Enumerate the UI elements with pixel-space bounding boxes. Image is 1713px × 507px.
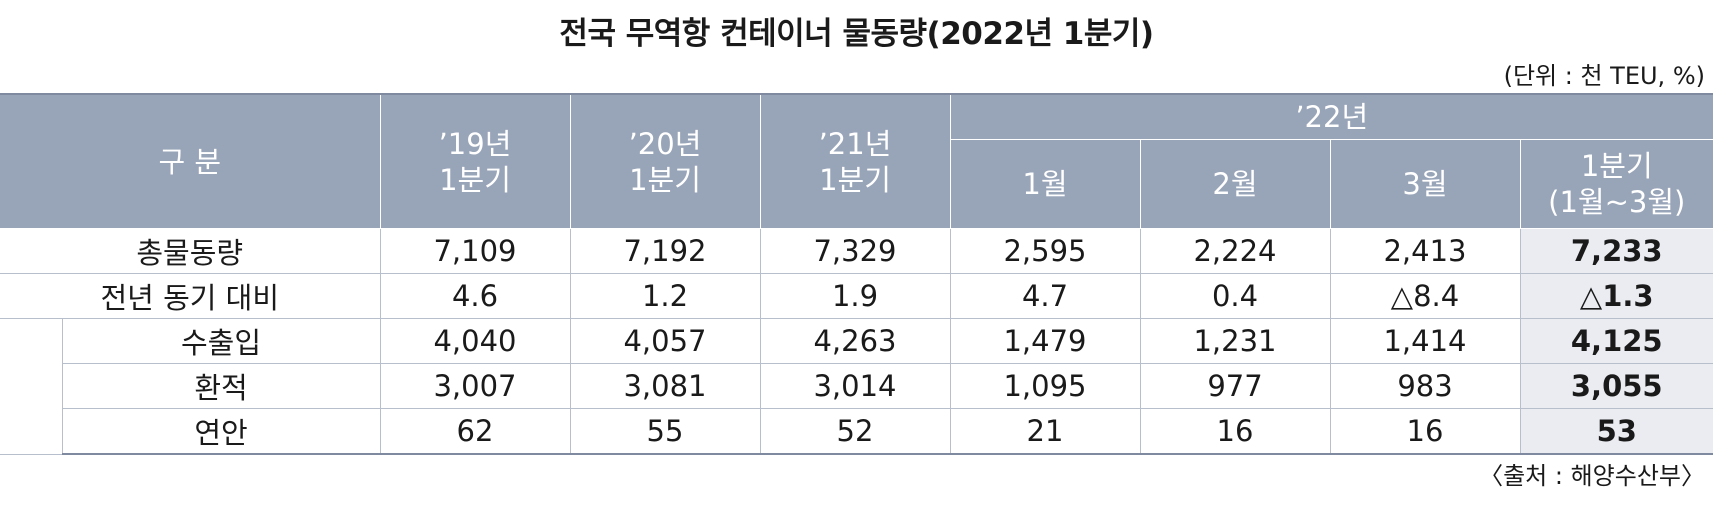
table-cell-q1: 3,055 <box>1519 363 1713 409</box>
unit-label: (단위 : 천 TEU, %) <box>1503 62 1705 90</box>
table-cell: 16 <box>1329 408 1521 455</box>
table-cell: 3,007 <box>379 363 571 409</box>
table-cell-q1: 53 <box>1519 408 1713 455</box>
row-label: 총물동량 <box>0 228 381 274</box>
table-cell: 0.4 <box>1139 273 1331 319</box>
table-cell: 16 <box>1139 408 1331 455</box>
table-cell: △8.4 <box>1329 273 1521 319</box>
table-cell: 4.6 <box>379 273 571 319</box>
header-2020-year: ’20년 <box>628 126 702 161</box>
table-cell: 1,414 <box>1329 318 1521 364</box>
table-cell: 62 <box>379 408 571 455</box>
table-cell: 977 <box>1139 363 1331 409</box>
table-cell: 983 <box>1329 363 1521 409</box>
header-2022-q1: 1분기 (1월~3월) <box>1519 139 1713 229</box>
sub-row-indent <box>0 318 63 455</box>
row-label: 환적 <box>62 363 381 409</box>
row-label: 수출입 <box>61 318 381 364</box>
header-jan: 1월 <box>950 139 1141 229</box>
table-cell-q1: △1.3 <box>1519 273 1713 319</box>
table-row: 수출입 4,040 4,057 4,263 1,479 1,231 1,414 … <box>0 318 1713 455</box>
header-2019-q1: ’19년 1분기 <box>379 93 571 229</box>
header-feb: 2월 <box>1139 139 1331 229</box>
page-title: 전국 무역항 컨테이너 물동량(2022년 1분기) <box>559 16 1154 52</box>
table-cell: 7,109 <box>379 228 571 274</box>
table-cell: 1.9 <box>759 273 951 319</box>
header-category: 구 분 <box>0 93 381 229</box>
header-q1-label: 1분기 <box>1580 149 1653 183</box>
table-row: 전년 동기 대비 4.6 1.2 1.9 4.7 0.4 △8.4 △1.3 <box>0 273 1713 319</box>
header-2021-quarter: 1분기 <box>819 162 891 197</box>
header-2021-year: ’21년 <box>818 126 892 161</box>
table-cell: 3,081 <box>569 363 761 409</box>
table-cell: 3,014 <box>759 363 951 409</box>
table-cell: 2,224 <box>1139 228 1331 274</box>
table-cell: 1,231 <box>1139 318 1331 364</box>
header-2022: ’22년 <box>949 93 1713 140</box>
container-volume-table: 구 분 ’19년 1분기 ’20년 1분기 ’21년 1분기 ’22년 1월 2… <box>0 93 1713 455</box>
table-cell: 4.7 <box>949 273 1141 319</box>
table-cell: 2,413 <box>1329 228 1521 274</box>
table-cell: 2,595 <box>949 228 1141 274</box>
table-cell: 7,192 <box>569 228 761 274</box>
header-2019-year: ’19년 <box>438 126 512 161</box>
source-note: 〈출처 : 해양수산부〉 <box>1479 462 1705 490</box>
header-mar: 3월 <box>1329 139 1521 229</box>
row-label: 연안 <box>62 408 381 455</box>
table-cell-q1: 4,125 <box>1519 318 1713 364</box>
table-cell: 52 <box>759 408 951 455</box>
table-cell: 1,479 <box>949 318 1141 364</box>
table-cell: 4,263 <box>759 318 951 364</box>
table-row: 총물동량 7,109 7,192 7,329 2,595 2,224 2,413… <box>0 228 1713 274</box>
table-cell: 21 <box>949 408 1141 455</box>
table-cell: 7,329 <box>759 228 951 274</box>
table-cell: 4,057 <box>569 318 761 364</box>
header-q1-range: (1월~3월) <box>1548 185 1686 219</box>
table-cell: 4,040 <box>379 318 571 364</box>
table-cell: 1.2 <box>569 273 761 319</box>
row-label: 전년 동기 대비 <box>0 273 381 319</box>
table-cell-q1: 7,233 <box>1519 228 1713 274</box>
table-row: 환적 3,007 3,081 3,014 1,095 977 983 3,055 <box>0 363 1713 409</box>
header-2020-q1: ’20년 1분기 <box>569 93 761 229</box>
header-2020-quarter: 1분기 <box>629 162 701 197</box>
header-2019-quarter: 1분기 <box>439 162 511 197</box>
table-row: 연안 62 55 52 21 16 16 53 <box>0 408 1713 455</box>
table-cell: 1,095 <box>949 363 1141 409</box>
table-cell: 55 <box>569 408 761 455</box>
header-2021-q1: ’21년 1분기 <box>759 93 951 229</box>
